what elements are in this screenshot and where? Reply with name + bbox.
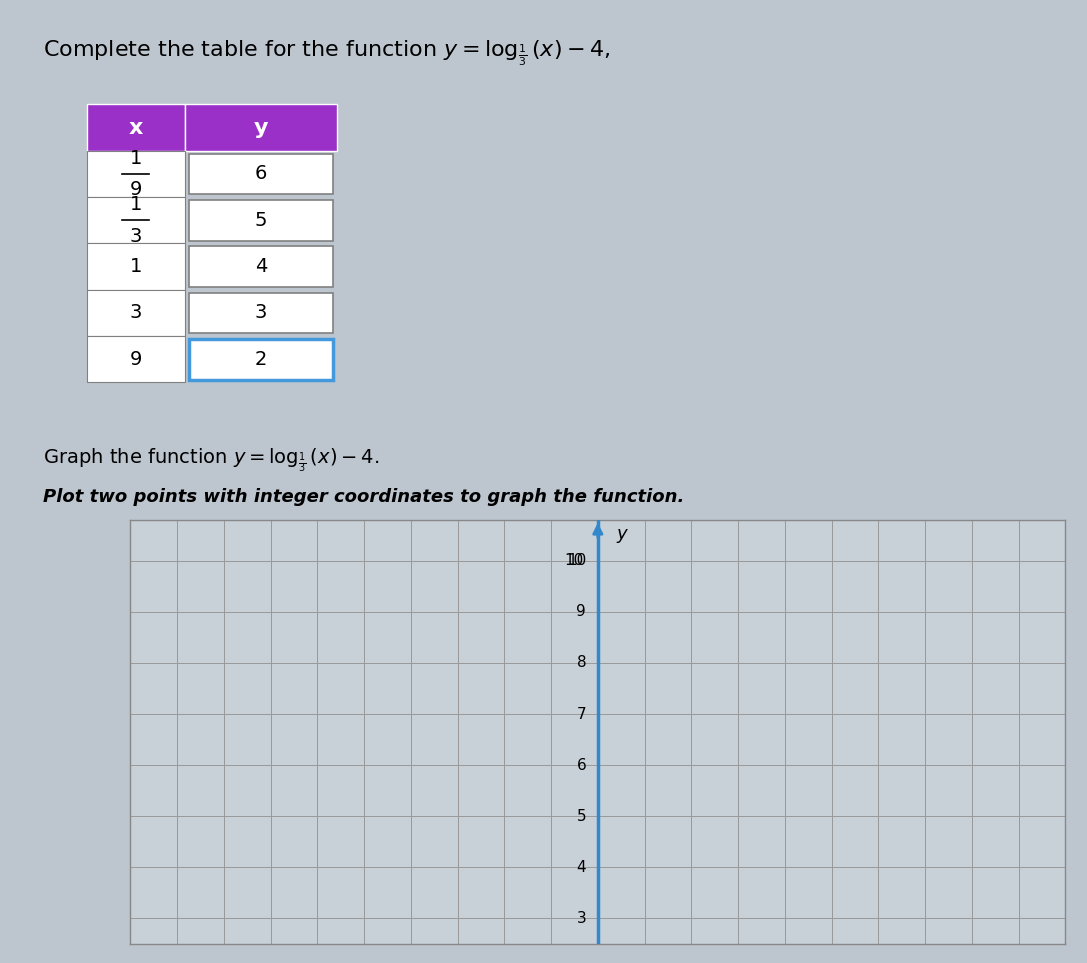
- Text: 1: 1: [129, 257, 142, 276]
- Bar: [87, 336, 185, 382]
- Text: x: x: [128, 117, 143, 138]
- Text: Plot two points with integer coordinates to graph the function.: Plot two points with integer coordinates…: [42, 488, 684, 506]
- Bar: [185, 104, 337, 151]
- Text: 3: 3: [576, 911, 586, 925]
- Bar: [87, 244, 185, 290]
- Bar: [87, 151, 185, 197]
- Bar: [87, 197, 185, 244]
- Text: 3: 3: [129, 303, 142, 323]
- Text: 8: 8: [576, 656, 586, 670]
- Text: 5: 5: [254, 211, 267, 230]
- Bar: [87, 290, 185, 336]
- Text: 10: 10: [564, 554, 584, 568]
- Text: 4: 4: [254, 257, 267, 276]
- Text: 9: 9: [129, 350, 142, 369]
- Text: 9: 9: [129, 180, 142, 199]
- Bar: [189, 200, 333, 241]
- Text: 3: 3: [129, 226, 142, 246]
- Text: 6: 6: [254, 165, 267, 184]
- Bar: [189, 339, 333, 379]
- Text: Complete the table for the function $y = \log_{\frac{1}{3}}(x) - 4$,: Complete the table for the function $y =…: [42, 39, 610, 67]
- Bar: [189, 247, 333, 287]
- Text: 5: 5: [576, 809, 586, 823]
- Text: 9: 9: [576, 605, 586, 619]
- Text: y: y: [253, 117, 268, 138]
- Bar: [189, 293, 333, 333]
- Text: 4: 4: [576, 860, 586, 874]
- Text: 10: 10: [567, 554, 586, 568]
- Text: Graph the function $y = \log_{\frac{1}{3}}(x) - 4$.: Graph the function $y = \log_{\frac{1}{3…: [42, 446, 378, 474]
- Text: 7: 7: [576, 707, 586, 721]
- Text: 2: 2: [254, 350, 267, 369]
- Text: 3: 3: [254, 303, 267, 323]
- Text: 6: 6: [576, 758, 586, 772]
- Text: 1: 1: [129, 195, 142, 214]
- Text: 1: 1: [129, 148, 142, 168]
- Bar: [189, 154, 333, 195]
- Bar: [87, 104, 185, 151]
- Text: y: y: [616, 525, 627, 543]
